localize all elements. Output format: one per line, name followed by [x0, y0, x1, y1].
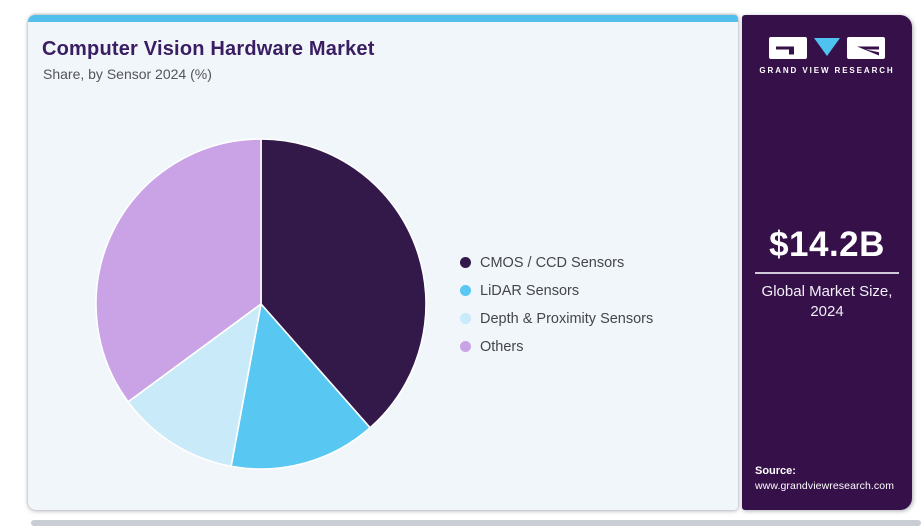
chart-subtitle: Share, by Sensor 2024 (%) — [43, 66, 212, 82]
legend-item: CMOS / CCD Sensors — [460, 253, 653, 272]
bottom-rule — [31, 520, 921, 526]
card-accent-bar — [28, 15, 738, 22]
source-label: Source: — [755, 464, 796, 477]
legend-swatch — [460, 257, 471, 268]
chart-title: Computer Vision Hardware Market — [42, 38, 375, 60]
pie-slice — [260, 138, 427, 429]
gvr-logo: GRAND VIEW RESEARCH — [742, 37, 912, 75]
source-url: www.grandviewresearch.com — [755, 480, 895, 493]
legend-item: Depth & Proximity Sensors — [460, 309, 653, 328]
logo-v-triangle — [814, 38, 840, 56]
market-size-divider — [755, 272, 899, 274]
logo-r-mark — [857, 46, 879, 56]
pie-chart-area — [94, 137, 428, 471]
legend-swatch — [460, 341, 471, 352]
legend-item: Others — [460, 337, 653, 356]
legend-swatch — [460, 285, 471, 296]
legend-item: LiDAR Sensors — [460, 281, 653, 300]
legend-label: Depth & Proximity Sensors — [480, 310, 654, 327]
market-size-value: $14.2B — [769, 225, 885, 264]
brand-name: GRAND VIEW RESEARCH — [759, 66, 895, 75]
brand-sidebar: GRAND VIEW RESEARCH $14.2B Global Market… — [742, 15, 912, 510]
legend-label: CMOS / CCD Sensors — [480, 254, 625, 271]
legend-label: LiDAR Sensors — [480, 282, 580, 299]
legend-swatch — [460, 313, 471, 324]
legend-label: Others — [480, 338, 524, 355]
source-block: Source: www.grandviewresearch.com — [755, 464, 906, 494]
legend: CMOS / CCD Sensors LiDAR Sensors Depth & P… — [460, 253, 653, 356]
pie-slice — [127, 303, 262, 468]
market-size-block: $14.2B Global Market Size, 2024 — [742, 225, 912, 322]
pie-slice — [230, 303, 371, 470]
market-size-label: Global Market Size, 2024 — [761, 283, 893, 320]
pie-slice — [95, 138, 262, 403]
pie-chart — [95, 138, 427, 470]
gvr-logo-icon — [769, 37, 885, 59]
chart-card: Computer Vision Hardware Market Share, b… — [28, 15, 738, 510]
logo-g-mark — [776, 46, 794, 55]
